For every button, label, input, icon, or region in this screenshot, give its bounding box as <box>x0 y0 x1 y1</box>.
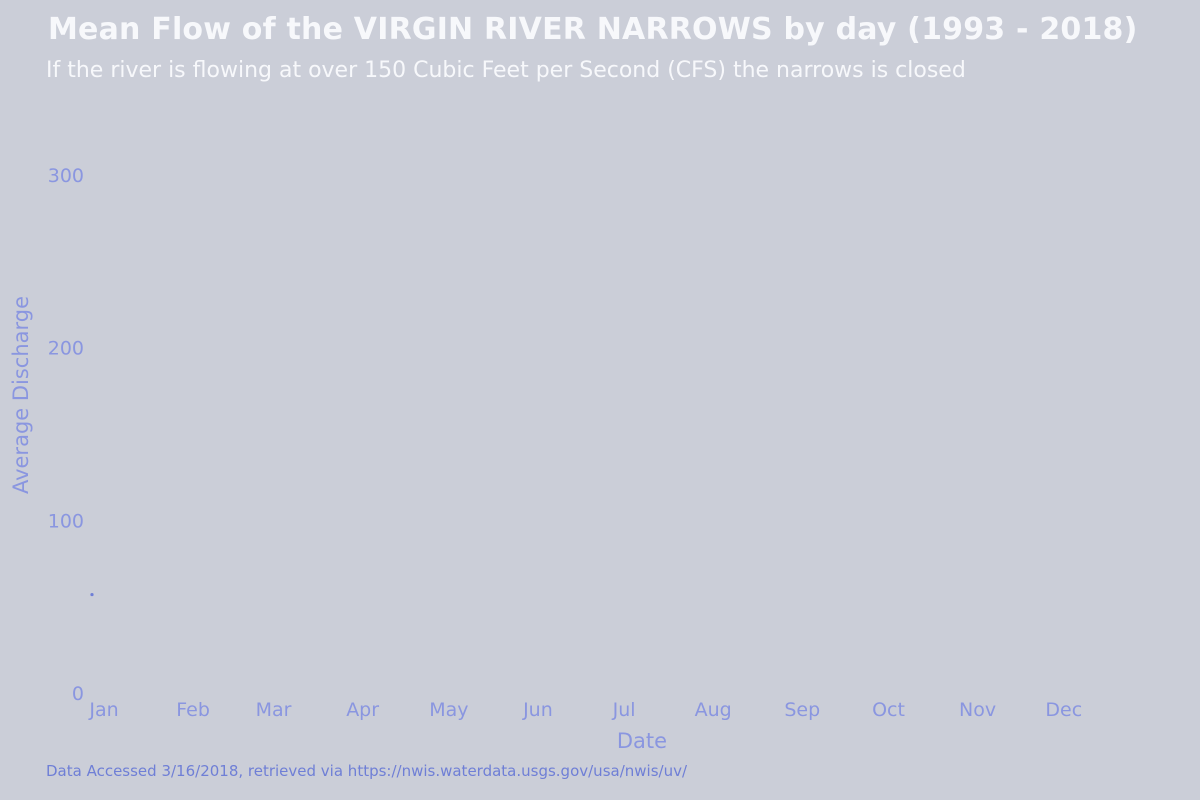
chart-subtitle: If the river is flowing at over 150 Cubi… <box>46 58 966 83</box>
x-tick-label: May <box>429 699 468 721</box>
x-tick-label: Jun <box>522 699 553 721</box>
x-tick-label: Aug <box>695 699 732 721</box>
y-tick-label: 300 <box>48 165 84 187</box>
y-axis-title: Average Discharge <box>9 296 33 494</box>
x-tick-label: Feb <box>176 699 210 721</box>
data-marks <box>90 592 94 597</box>
y-axis-ticks: 0 100 200 300 <box>48 165 84 705</box>
x-axis-ticks: Jan Feb Mar Apr May Jun Jul Aug Sep Oct Nov Dec <box>88 699 1082 721</box>
y-tick-label: 100 <box>48 510 84 532</box>
chart-caption: Data Accessed 3/16/2018, retrieved via h… <box>46 762 688 780</box>
x-tick-label: Jul <box>612 699 636 721</box>
x-tick-label: Nov <box>959 699 996 721</box>
x-axis-title: Date <box>617 729 667 753</box>
y-tick-label: 0 <box>72 683 84 705</box>
chart-title: Mean Flow of the VIRGIN RIVER NARROWS by… <box>48 12 1138 47</box>
data-point <box>90 592 94 597</box>
x-tick-label: Oct <box>872 699 905 721</box>
x-tick-label: Sep <box>784 699 820 721</box>
x-tick-label: Jan <box>88 699 118 721</box>
x-tick-label: Mar <box>256 699 292 721</box>
x-tick-label: Apr <box>346 699 379 721</box>
x-tick-label: Dec <box>1045 699 1082 721</box>
y-tick-label: 200 <box>48 338 84 360</box>
